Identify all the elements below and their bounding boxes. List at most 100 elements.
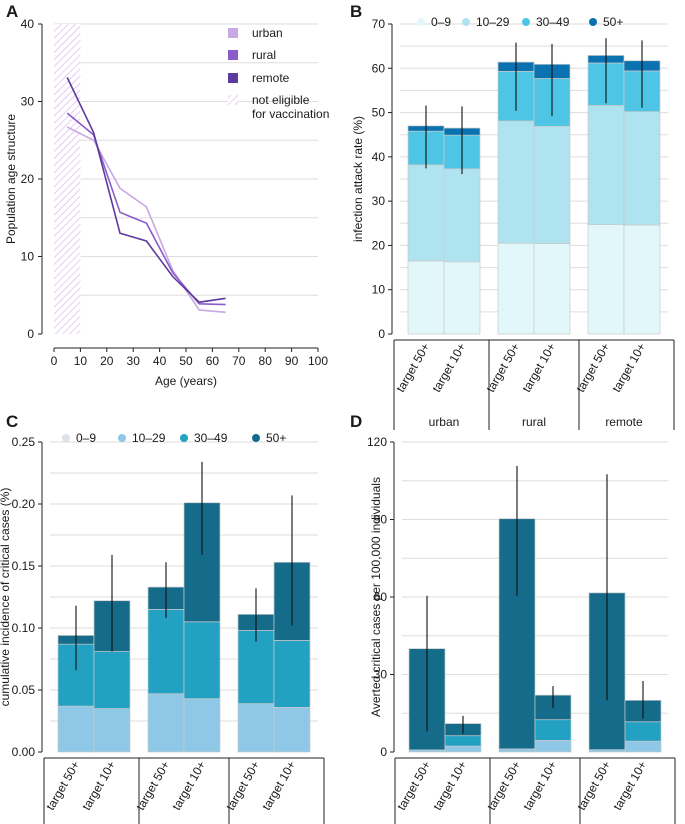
bar-label: target 10+ — [259, 759, 298, 813]
y-tick-label: 120 — [367, 435, 387, 449]
bar-label: target 10+ — [430, 759, 469, 813]
bar-segment — [533, 243, 571, 335]
legend-label-not-eligible: not eligible — [252, 93, 310, 107]
y-tick-label: 30 — [21, 95, 35, 109]
y-tick-label: 90 — [374, 513, 388, 527]
legend-label: 0–9 — [76, 431, 96, 445]
y-tick-label: 0.05 — [12, 683, 36, 697]
group-label-remote: remote — [605, 415, 643, 429]
legend-dot — [417, 18, 425, 26]
bar-label: target 50+ — [394, 759, 433, 813]
bar-segment — [623, 224, 661, 335]
group-label-rural: rural — [522, 415, 546, 429]
bar-segment — [183, 621, 221, 700]
bar-segment — [147, 693, 185, 753]
x-axis-label: Age (years) — [155, 374, 217, 388]
not-eligible-region — [54, 24, 81, 334]
bar-segment — [534, 719, 572, 741]
panel-a-line-chart: 0 10 20 30 40 0 10 20 30 40 50 60 70 80 90 100 Age (year… — [4, 17, 329, 388]
legend-dot — [589, 18, 597, 26]
legend-label: 30–49 — [194, 431, 228, 445]
bar-segment — [93, 708, 131, 753]
bar-segment — [587, 224, 625, 335]
group-label-urban: urban — [429, 415, 460, 429]
bar-label: target 50+ — [43, 759, 82, 813]
bar-label: target 10+ — [79, 759, 118, 813]
x-tick-label: 70 — [232, 354, 246, 368]
bar-segment — [407, 164, 445, 262]
bar-label: target 10+ — [519, 341, 558, 395]
series-line-urban — [66, 126, 226, 314]
y-axis-label: infection attack rate (%) — [351, 116, 365, 242]
y-tick-label: 0.25 — [12, 435, 36, 449]
bar-segment — [443, 261, 481, 335]
bar-segment — [498, 748, 536, 753]
legend-label: 30–49 — [536, 15, 570, 29]
bar-segment — [237, 630, 275, 704]
bar-segment — [273, 640, 311, 708]
legend-label: 10–29 — [132, 431, 166, 445]
y-tick-label: 0 — [380, 745, 387, 759]
panel-label-c: C — [6, 412, 18, 431]
legend-label: 50+ — [603, 15, 623, 29]
y-axis-label: cumulative incidence of critical cases (… — [0, 488, 12, 707]
bar-label: target 10+ — [169, 759, 208, 813]
y-tick-label: 60 — [372, 61, 386, 75]
legend-label-rural: rural — [252, 48, 276, 62]
y-tick-label: 0.20 — [12, 497, 36, 511]
y-tick-label: 0 — [378, 327, 385, 341]
legend-dot — [62, 434, 70, 442]
legend-swatch-remote — [228, 73, 238, 83]
panel-label-b: B — [350, 2, 362, 21]
y-tick-label: 0.15 — [12, 559, 36, 573]
bar-segment — [624, 740, 662, 753]
panel-b-attack-rate-chart: 0 10 20 30 40 50 60 70 infection attack rate (%)… — [351, 15, 675, 430]
legend-label: 10–29 — [476, 15, 510, 29]
bar-segment — [623, 111, 661, 226]
legend-dot — [462, 18, 470, 26]
bar-label: target 10+ — [429, 341, 468, 395]
y-tick-label: 50 — [372, 106, 386, 120]
bar-segment — [407, 260, 445, 335]
legend-dot — [180, 434, 188, 442]
legend-swatch-rural — [228, 50, 238, 60]
x-tick-label: 10 — [74, 354, 88, 368]
bar-segment — [237, 703, 275, 753]
bar-segment — [444, 735, 482, 747]
bar-segment — [57, 705, 95, 753]
bar-label: target 10+ — [610, 759, 649, 813]
y-axis-label: Population age structure — [4, 114, 18, 244]
legend-dot — [252, 434, 260, 442]
y-tick-label: 30 — [372, 194, 386, 208]
y-tick-label: 10 — [21, 250, 35, 264]
bar-segment — [624, 721, 662, 742]
bar-label: target 10+ — [609, 341, 648, 395]
legend-label-not-eligible-2: for vaccination — [252, 107, 329, 121]
y-tick-label: 20 — [372, 238, 386, 252]
legend-label: 50+ — [266, 431, 286, 445]
bar-segment — [93, 651, 131, 709]
x-tick-label: 30 — [127, 354, 141, 368]
legend-dot — [118, 434, 126, 442]
legend-label-remote: remote — [252, 71, 290, 85]
legend-label: 0–9 — [431, 15, 451, 29]
bar-segment — [533, 125, 571, 245]
y-tick-label: 0.00 — [12, 745, 36, 759]
panel-d-averted-cases-chart: 0 30 60 90 120 Averted critical cases per 100… — [367, 435, 676, 824]
bar-segment — [587, 105, 625, 225]
bar-segment — [273, 707, 311, 753]
y-tick-label: 10 — [372, 283, 386, 297]
y-axis-label: Averted critical cases per 100,000 indiv… — [369, 477, 383, 717]
bar-segment — [147, 609, 185, 695]
x-tick-label: 40 — [153, 354, 167, 368]
legend-dot — [522, 18, 530, 26]
x-tick-label: 20 — [100, 354, 114, 368]
legend-swatch-not-eligible — [228, 95, 238, 105]
y-tick-label: 20 — [21, 172, 35, 186]
bar-label: target 10+ — [520, 759, 559, 813]
x-tick-label: 100 — [308, 354, 328, 368]
y-tick-label: 40 — [21, 17, 35, 31]
y-tick-label: 70 — [372, 17, 386, 31]
y-tick-label: 30 — [374, 668, 388, 682]
